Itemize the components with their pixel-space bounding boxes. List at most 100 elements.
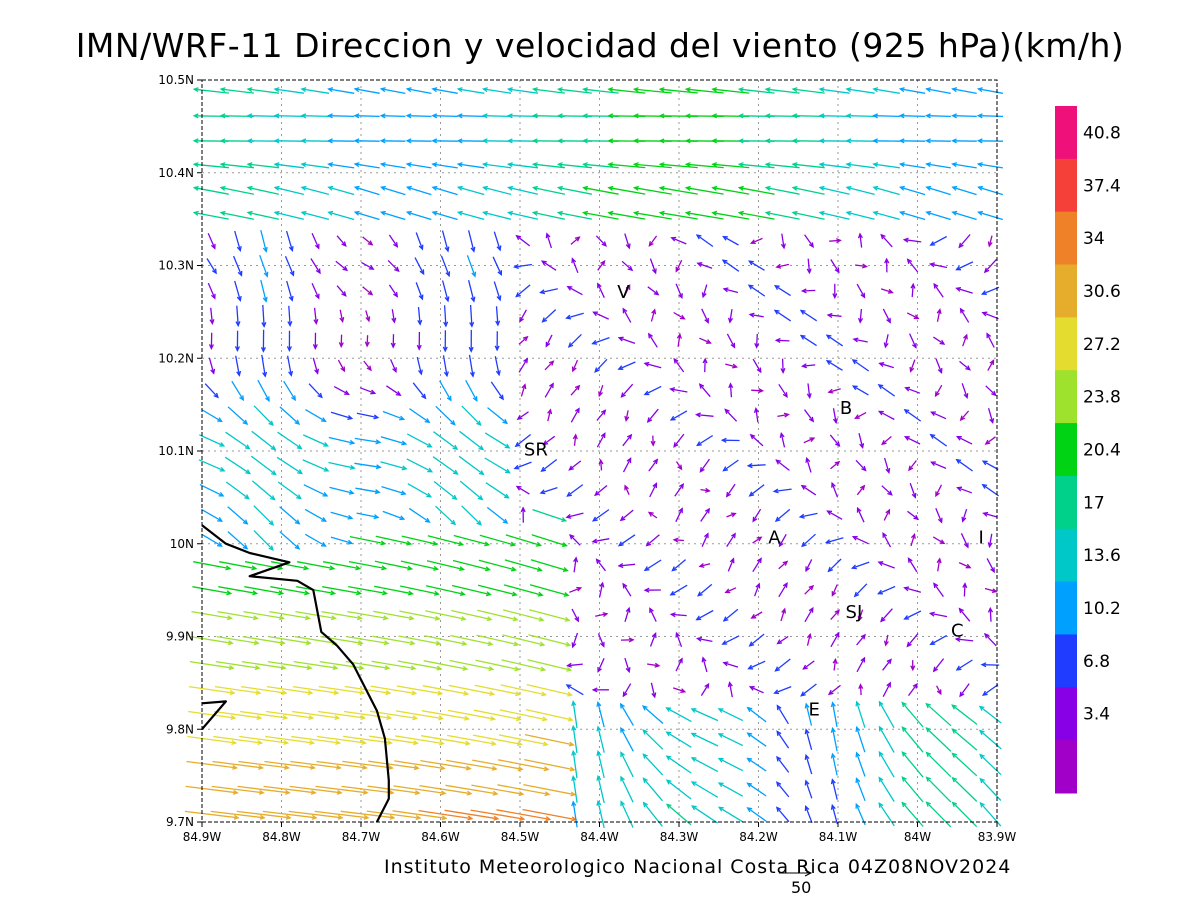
wind-vector (649, 482, 658, 498)
wind-vector (711, 210, 750, 220)
wind-vector (721, 259, 740, 272)
wind-vector (684, 185, 724, 195)
wind-vector (571, 700, 578, 729)
wind-vector (424, 635, 468, 646)
wind-vector (647, 511, 658, 519)
wind-vector (726, 512, 737, 518)
wind-vector (539, 288, 558, 295)
wind-vector (855, 700, 866, 728)
wind-vector (582, 87, 619, 94)
wind-vector (774, 658, 791, 672)
wind-vector (934, 384, 943, 398)
wind-vector (219, 162, 254, 169)
place-labels: V B SR A I SJ C E (524, 282, 984, 720)
wind-vector (776, 635, 789, 645)
wind-vector (824, 537, 844, 545)
wind-vector (791, 185, 825, 195)
wind-vector (764, 162, 800, 169)
wind-vector (648, 332, 658, 348)
wind-vector (498, 734, 549, 747)
speed-colorbar: 40.8 37.4 34 30.6 27.2 23.8 20.4 17 13.6 10.2 6.8 3… (1055, 106, 1121, 794)
wind-vector (624, 233, 631, 250)
x-tick-label: 84.5W (501, 830, 540, 844)
wind-vector (617, 336, 636, 345)
wind-vector (447, 709, 497, 721)
wind-vector (279, 406, 301, 426)
wind-vector (620, 775, 634, 803)
wind-vector (458, 455, 485, 476)
wind-vector (597, 282, 605, 298)
wind-vector (513, 461, 532, 470)
x-tick-label: 84.6W (421, 830, 460, 844)
wind-vector (405, 113, 432, 119)
wind-vector (778, 581, 788, 598)
wind-vector (699, 458, 711, 473)
wind-vector (520, 506, 526, 523)
wind-vector (524, 733, 575, 747)
wind-vector (260, 230, 268, 253)
wind-vector (665, 779, 692, 800)
wind-vector (302, 459, 330, 472)
wind-vector (415, 282, 424, 301)
wind-vector (192, 210, 229, 220)
wind-vector (390, 334, 396, 349)
wind-vector (461, 505, 482, 526)
wind-vector (958, 562, 972, 569)
wind-vector (591, 538, 610, 544)
wind-vector (642, 753, 664, 776)
coastline-segment (201, 700, 227, 730)
wind-vector (829, 238, 842, 244)
wind-vector (366, 810, 422, 821)
wind-vector (304, 533, 327, 547)
wind-vector (505, 534, 543, 547)
wind-vector (545, 232, 553, 249)
wind-vector (347, 610, 389, 621)
wind-vector (253, 505, 275, 526)
wind-vector (267, 660, 313, 671)
wind-vector (235, 305, 241, 328)
wind-vector (700, 682, 710, 696)
wind-vector (498, 759, 550, 772)
wind-vector (525, 708, 574, 722)
colorbar-label: 40.8 (1083, 123, 1121, 143)
wind-vector (979, 801, 1002, 827)
wind-vector (503, 584, 544, 597)
wind-vector (531, 534, 568, 547)
wind-vector (746, 757, 767, 772)
wind-vector (311, 282, 320, 300)
wind-vector (571, 749, 578, 779)
wind-vector (371, 660, 417, 671)
wind-vector (507, 210, 539, 220)
wind-vector (697, 583, 713, 597)
wind-vector (219, 210, 255, 220)
wind-vector (432, 456, 459, 475)
wind-vector (215, 660, 261, 671)
wind-vector (348, 585, 388, 596)
wind-vector (367, 785, 421, 796)
wind-vector (855, 263, 868, 269)
wind-vector (225, 431, 251, 450)
wind-vector (935, 358, 943, 374)
wind-vector (882, 308, 891, 324)
wind-vector (987, 359, 995, 371)
wind-vector (648, 458, 659, 472)
wind-vector (673, 311, 686, 320)
wind-vector (493, 281, 502, 302)
wind-vector (961, 383, 969, 400)
wind-vector (346, 635, 390, 646)
wind-vector (409, 408, 431, 424)
wind-vector (184, 810, 240, 820)
wind-vector (246, 138, 279, 144)
wind-vector (405, 138, 432, 144)
place-label: SJ (846, 602, 863, 623)
wind-vector (774, 508, 791, 522)
wind-vector (737, 87, 775, 94)
place-label: B (840, 398, 852, 419)
wind-vector (276, 456, 304, 475)
wind-vector (801, 533, 816, 548)
wind-vector (405, 210, 432, 221)
wind-vector (675, 461, 683, 471)
wind-vector (300, 113, 330, 119)
wind-vector (515, 485, 530, 495)
wind-vector (291, 735, 342, 746)
